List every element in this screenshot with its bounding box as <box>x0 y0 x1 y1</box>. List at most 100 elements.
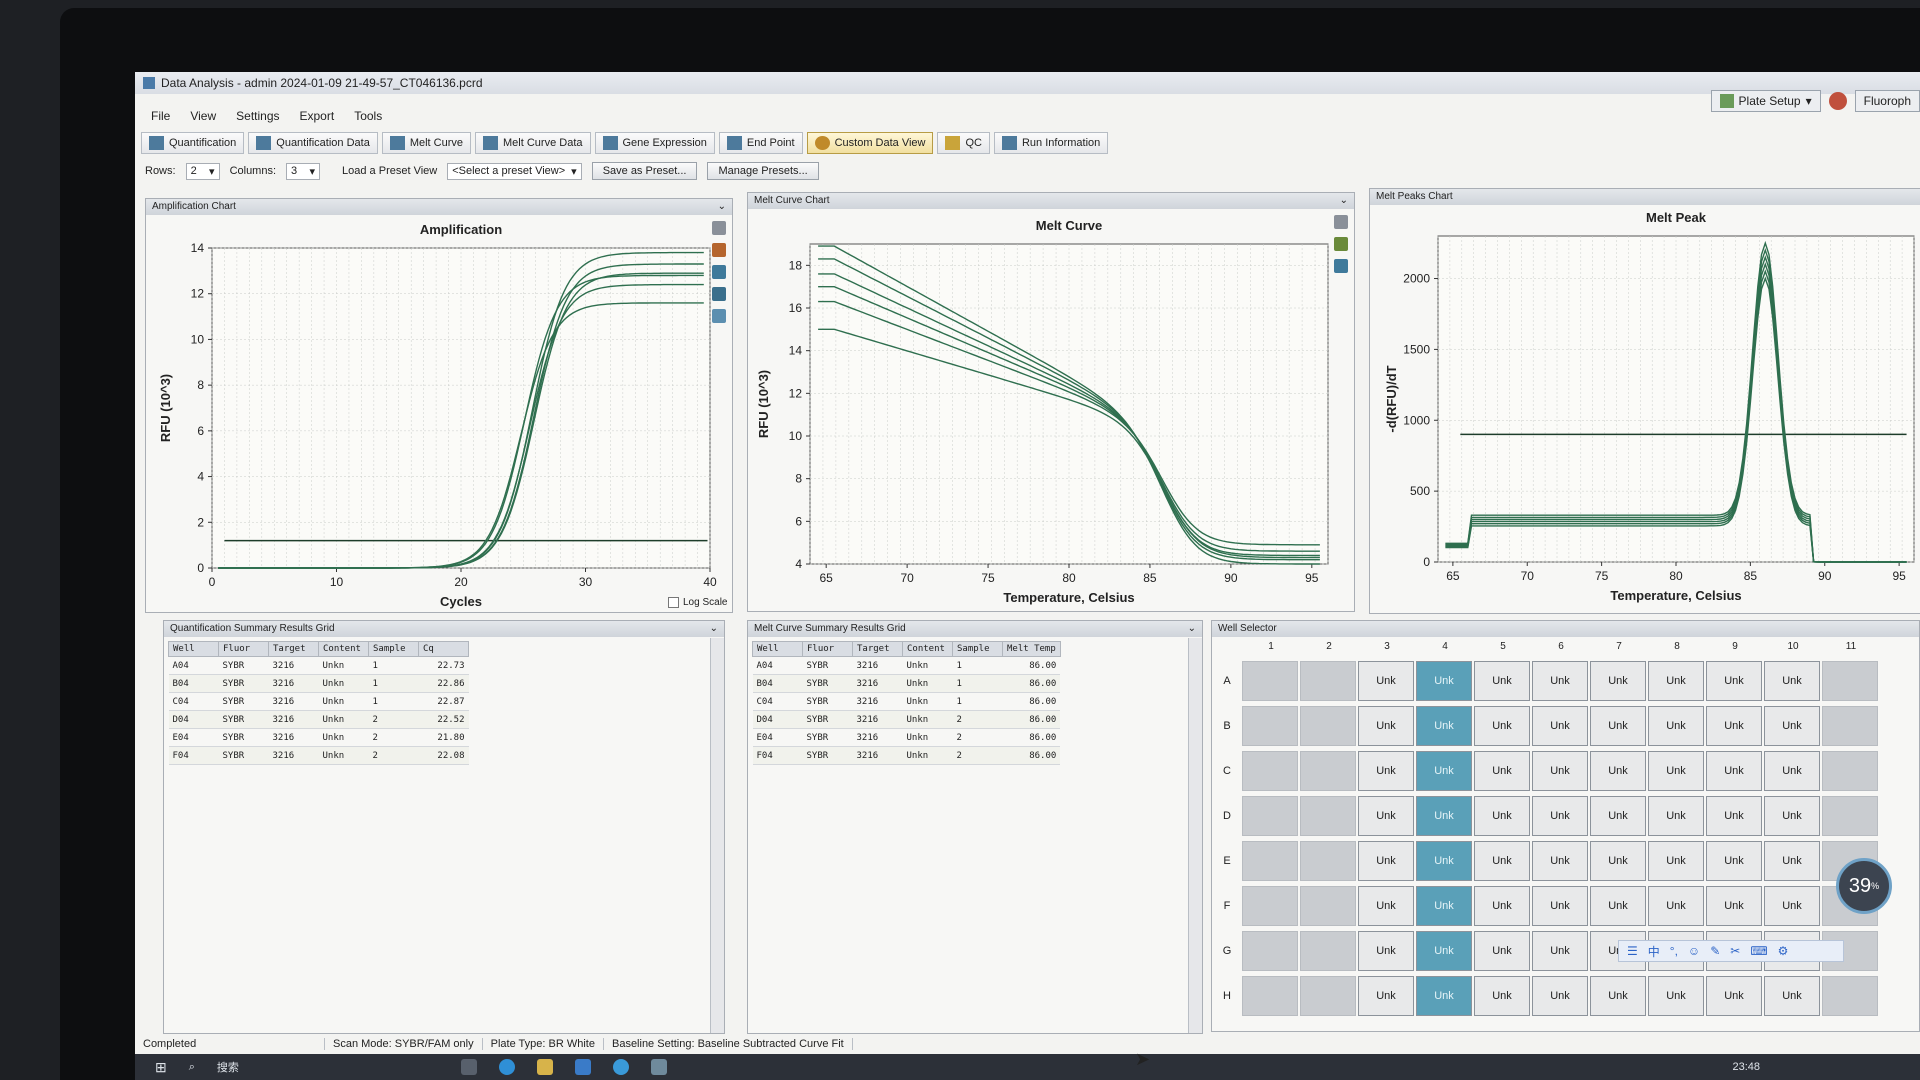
well-E5[interactable]: Unk <box>1474 841 1530 881</box>
column-header[interactable]: Target <box>852 641 903 657</box>
well-C1[interactable] <box>1242 751 1298 791</box>
table-row[interactable]: D04 SYBR 3216 Unkn 2 86.00 <box>752 710 1061 729</box>
well-H11[interactable] <box>1822 976 1878 1016</box>
well-D2[interactable] <box>1300 796 1356 836</box>
menu-view[interactable]: View <box>190 109 217 123</box>
column-header[interactable]: Cq <box>418 641 469 657</box>
manage-presets-button[interactable]: Manage Presets... <box>707 162 819 180</box>
well-H4[interactable]: Unk <box>1416 976 1472 1016</box>
well-row-header[interactable]: G <box>1222 945 1232 957</box>
export-icon[interactable] <box>1334 237 1348 251</box>
well-A9[interactable]: Unk <box>1706 661 1762 701</box>
vertical-scrollbar[interactable] <box>1188 638 1202 1033</box>
well-D3[interactable]: Unk <box>1358 796 1414 836</box>
well-F7[interactable]: Unk <box>1590 886 1646 926</box>
progress-overlay-badge[interactable]: 39% <box>1836 858 1892 914</box>
well-B10[interactable]: Unk <box>1764 706 1820 746</box>
well-F1[interactable] <box>1242 886 1298 926</box>
menu-settings[interactable]: Settings <box>236 109 280 123</box>
well-column-header[interactable]: 11 <box>1845 641 1857 652</box>
well-G5[interactable]: Unk <box>1474 931 1530 971</box>
ime-pen-icon[interactable]: ✎ <box>1710 944 1721 958</box>
well-C8[interactable]: Unk <box>1648 751 1704 791</box>
table-row[interactable]: F04 SYBR 3216 Unkn 2 86.00 <box>752 746 1061 765</box>
column-header[interactable]: Well <box>168 641 219 657</box>
log-scale-option[interactable]: Log Scale <box>668 597 727 608</box>
well-D4[interactable]: Unk <box>1416 796 1472 836</box>
tab-melt-curve[interactable]: Melt Curve <box>381 132 472 154</box>
rows-select[interactable]: 2 ▾ <box>185 162 220 180</box>
column-header[interactable]: Content <box>902 641 953 657</box>
well-G3[interactable]: Unk <box>1358 931 1414 971</box>
well-B2[interactable] <box>1300 706 1356 746</box>
well-B6[interactable]: Unk <box>1532 706 1588 746</box>
well-A5[interactable]: Unk <box>1474 661 1530 701</box>
well-row-header[interactable]: F <box>1223 900 1231 912</box>
ime-punctuation-icon[interactable]: °, <box>1669 944 1678 958</box>
file-explorer-icon[interactable] <box>536 1059 553 1075</box>
well-C11[interactable] <box>1822 751 1878 791</box>
export-icon[interactable] <box>712 243 726 257</box>
well-E7[interactable]: Unk <box>1590 841 1646 881</box>
save-icon[interactable] <box>712 265 726 279</box>
fluorophore-icon[interactable] <box>1828 92 1847 110</box>
search-icon[interactable]: ⌕ <box>188 1060 195 1073</box>
well-B8[interactable]: Unk <box>1648 706 1704 746</box>
copy-icon[interactable] <box>1334 215 1348 229</box>
well-row-header[interactable]: A <box>1223 675 1231 687</box>
save-preset-button[interactable]: Save as Preset... <box>591 162 698 180</box>
fluorophore-button[interactable]: Fluoroph <box>1854 90 1920 112</box>
menu-file[interactable]: File <box>151 109 171 123</box>
well-C2[interactable] <box>1300 751 1356 791</box>
well-column-header[interactable]: 3 <box>1384 641 1390 652</box>
table-row[interactable]: A04 SYBR 3216 Unkn 1 86.00 <box>752 656 1061 675</box>
chevron-down-icon[interactable]: ⌄ <box>717 201 726 212</box>
well-F8[interactable]: Unk <box>1648 886 1704 926</box>
well-G2[interactable] <box>1300 931 1356 971</box>
well-B11[interactable] <box>1822 706 1878 746</box>
well-B5[interactable]: Unk <box>1474 706 1530 746</box>
log-scale-checkbox[interactable] <box>668 597 679 608</box>
well-G6[interactable]: Unk <box>1532 931 1588 971</box>
column-header[interactable]: Melt Temp <box>1002 641 1061 657</box>
well-C3[interactable]: Unk <box>1358 751 1414 791</box>
table-row[interactable]: E04 SYBR 3216 Unkn 2 21.80 <box>168 728 469 747</box>
chevron-down-icon[interactable]: ⌄ <box>1339 195 1348 206</box>
save-icon[interactable] <box>1334 259 1348 273</box>
well-H3[interactable]: Unk <box>1358 976 1414 1016</box>
well-E1[interactable] <box>1242 841 1298 881</box>
ime-settings-icon[interactable]: ⚙ <box>1777 944 1789 958</box>
ime-tools-icon[interactable]: ✂ <box>1730 944 1741 958</box>
table-row[interactable]: D04 SYBR 3216 Unkn 2 22.52 <box>168 710 469 729</box>
well-B4[interactable]: Unk <box>1416 706 1472 746</box>
well-H9[interactable]: Unk <box>1706 976 1762 1016</box>
well-column-header[interactable]: 2 <box>1326 641 1332 652</box>
well-D5[interactable]: Unk <box>1474 796 1530 836</box>
mail-icon[interactable] <box>574 1059 591 1075</box>
table-row[interactable]: C04 SYBR 3216 Unkn 1 22.87 <box>168 692 469 711</box>
copy-icon[interactable] <box>712 221 726 235</box>
ime-chinese-icon[interactable]: 中 <box>1647 944 1660 959</box>
well-H7[interactable]: Unk <box>1590 976 1646 1016</box>
well-row-header[interactable]: D <box>1223 810 1231 822</box>
well-column-header[interactable]: 9 <box>1732 641 1738 652</box>
table-row[interactable]: E04 SYBR 3216 Unkn 2 86.00 <box>752 728 1061 747</box>
well-B9[interactable]: Unk <box>1706 706 1762 746</box>
well-B3[interactable]: Unk <box>1358 706 1414 746</box>
well-B7[interactable]: Unk <box>1590 706 1646 746</box>
chevron-down-icon[interactable]: ⌄ <box>1187 623 1196 634</box>
tab-quantification-data[interactable]: Quantification Data <box>248 132 378 154</box>
edge-icon[interactable] <box>498 1059 515 1075</box>
well-A8[interactable]: Unk <box>1648 661 1704 701</box>
column-header[interactable]: Fluor <box>218 641 269 657</box>
windows-start-icon[interactable]: ⊞ <box>155 1058 167 1075</box>
print-icon[interactable] <box>712 287 726 301</box>
chevron-down-icon[interactable]: ⌄ <box>709 623 718 634</box>
well-D11[interactable] <box>1822 796 1878 836</box>
well-D6[interactable]: Unk <box>1532 796 1588 836</box>
column-header[interactable]: Well <box>752 641 803 657</box>
well-A4[interactable]: Unk <box>1416 661 1472 701</box>
well-D1[interactable] <box>1242 796 1298 836</box>
well-H1[interactable] <box>1242 976 1298 1016</box>
tab-end-point[interactable]: End Point <box>718 132 803 154</box>
